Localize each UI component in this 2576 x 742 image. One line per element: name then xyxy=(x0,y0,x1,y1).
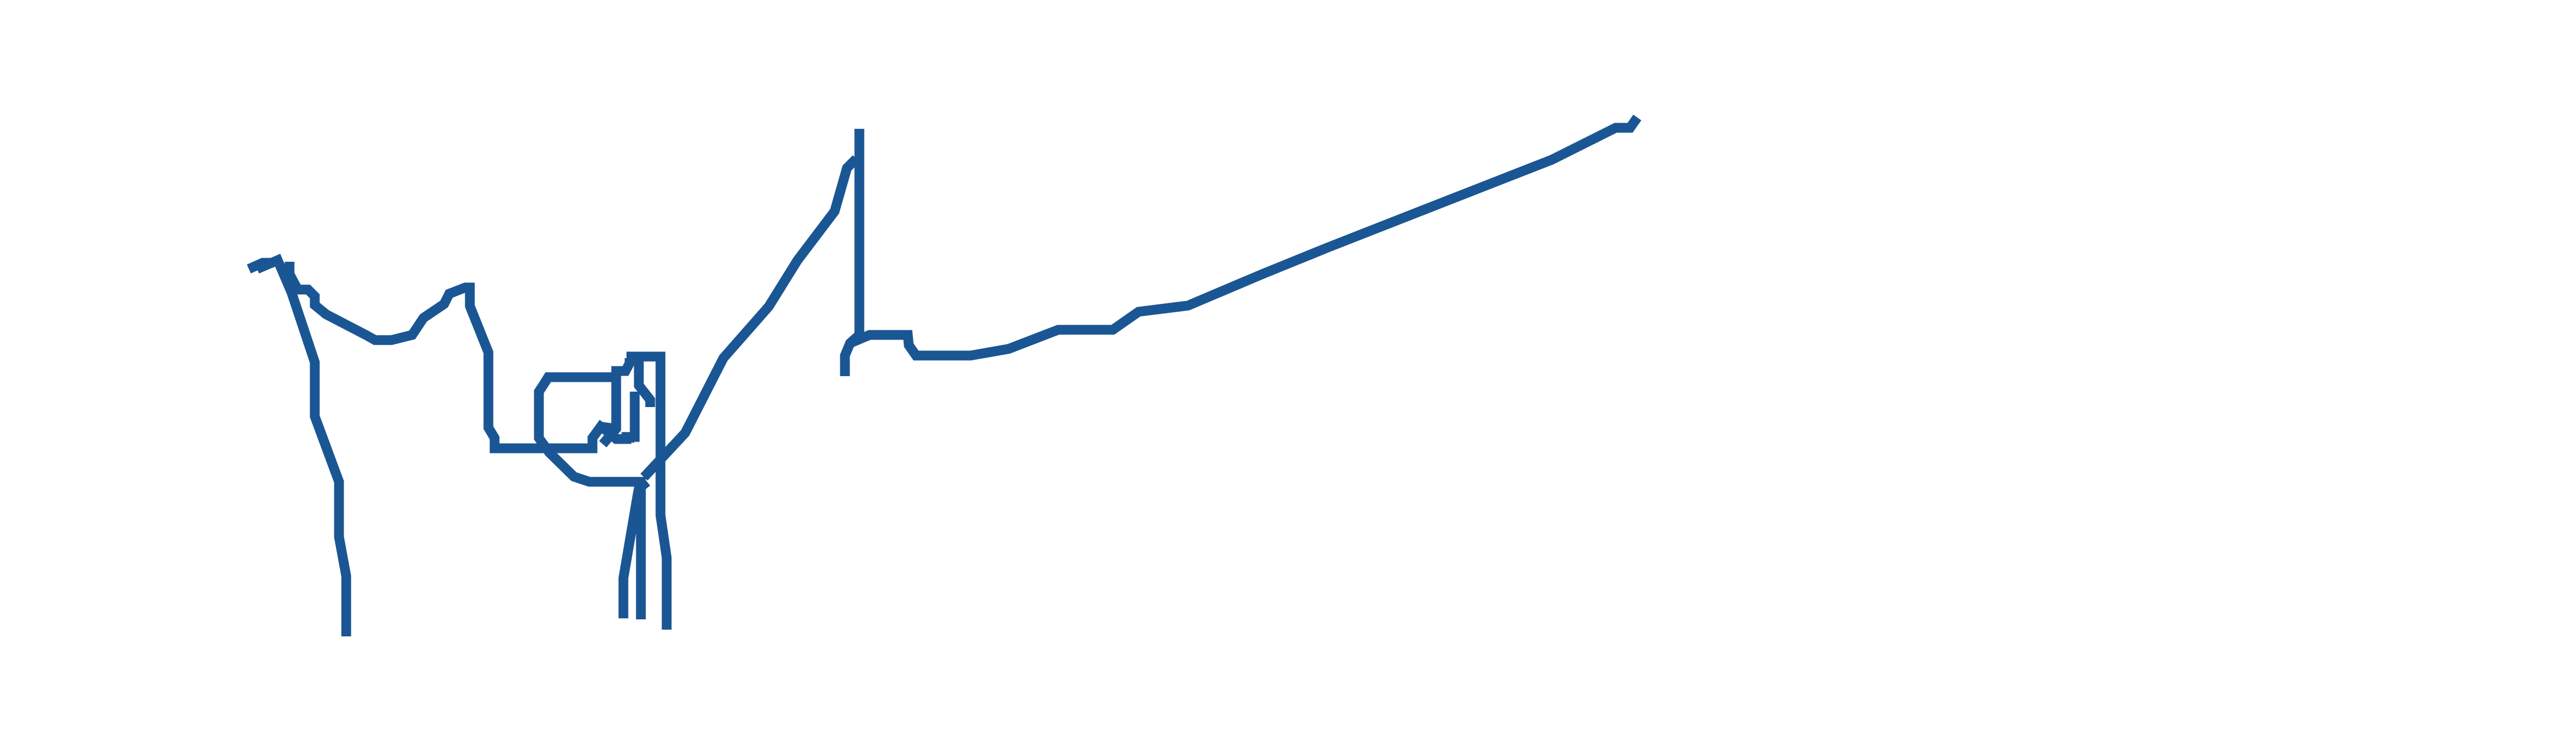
stroke-main xyxy=(247,254,646,636)
stroke-lower-legs xyxy=(618,155,860,618)
stroke-post-and-trail xyxy=(840,114,1641,376)
